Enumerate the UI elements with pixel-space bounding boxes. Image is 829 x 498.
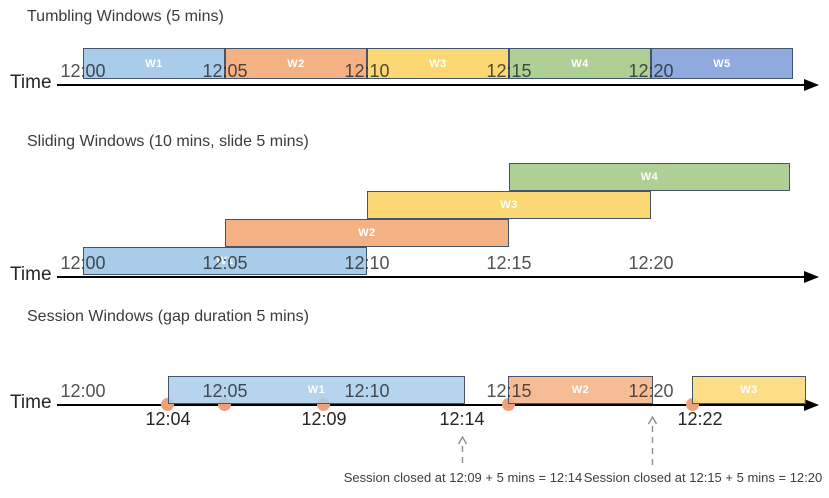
window-label: W1 <box>307 384 326 396</box>
session-close-annotation-2: Session closed at 12:15 + 5 mins = 12:20 <box>583 470 823 485</box>
session-time-axis <box>57 404 805 406</box>
bar-fill <box>226 220 508 246</box>
window-label: W3 <box>740 384 758 396</box>
tumbling-tick-1220: 12:20 <box>628 61 674 81</box>
window-label: W2 <box>287 57 305 70</box>
session-close-arrow-2-icon <box>647 415 658 467</box>
tumbling-tick-1210: 12:10 <box>344 61 390 81</box>
tumbling-window-bar-w3: W3 <box>367 48 509 79</box>
window-label: W3 <box>429 57 447 70</box>
window-label: W2 <box>571 384 590 396</box>
tumbling-time-axis-label: Time <box>10 72 52 93</box>
session-tick-1200: 12:00 <box>60 381 106 401</box>
session-tick-1220: 12:20 <box>628 381 674 401</box>
window-label: W4 <box>571 57 589 70</box>
session-window-bar-w1: W1 <box>168 376 465 404</box>
bar-fill <box>510 164 789 190</box>
session-axis-arrowhead-icon <box>804 399 819 411</box>
tumbling-window-bar-w4: W4 <box>509 48 651 79</box>
tumbling-tick-1215: 12:15 <box>486 61 532 81</box>
bar-fill <box>693 377 805 403</box>
tumbling-window-bar-w1: W1 <box>83 48 225 79</box>
sliding-tick-1200: 12:00 <box>60 253 106 273</box>
sliding-window-bar-w2: W2 <box>225 219 509 247</box>
sliding-window-bar-w1: W1 <box>83 247 367 275</box>
session-section-title: Session Windows (gap duration 5 mins) <box>27 308 309 325</box>
window-label: W2 <box>358 227 376 239</box>
sliding-time-axis-label: Time <box>10 264 52 285</box>
sliding-section-title: Sliding Windows (10 mins, slide 5 mins) <box>27 133 309 150</box>
sliding-tick-1220: 12:20 <box>628 253 674 273</box>
tumbling-axis-arrowhead-icon <box>804 79 819 91</box>
tumbling-tick-1200: 12:00 <box>60 61 106 81</box>
sliding-tick-1215: 12:15 <box>486 253 532 273</box>
event-time-label-1222: 12:22 <box>677 409 723 429</box>
bar-fill <box>368 192 650 218</box>
session-window-bar-w2: W2 <box>508 376 653 404</box>
sliding-window-bar-w4: W4 <box>509 163 790 191</box>
window-label: W3 <box>500 199 518 211</box>
bar-fill <box>84 49 224 78</box>
session-tick-1215: 12:15 <box>486 381 532 401</box>
tumbling-tick-1205: 12:05 <box>202 61 248 81</box>
tumbling-window-bar-w5: W5 <box>651 48 793 79</box>
session-window-bar-w3: W3 <box>692 376 806 404</box>
session-tick-1205: 12:05 <box>202 381 248 401</box>
window-label: W1 <box>216 255 234 267</box>
event-time-label-1209: 12:09 <box>301 409 347 429</box>
window-label: W4 <box>640 171 659 183</box>
session-close-arrow-1-icon <box>457 435 468 467</box>
sliding-window-bar-w3: W3 <box>367 191 651 219</box>
bar-fill <box>226 49 366 78</box>
tumbling-window-bar-w2: W2 <box>225 48 367 79</box>
bar-fill <box>169 377 464 403</box>
bar-fill <box>84 248 366 274</box>
bar-fill <box>510 49 650 78</box>
event-time-label-1214: 12:14 <box>439 409 485 429</box>
sliding-tick-1205: 12:05 <box>202 253 248 273</box>
session-tick-1210: 12:10 <box>344 381 390 401</box>
session-close-annotation-1: Session closed at 12:09 + 5 mins = 12:14 <box>343 470 583 485</box>
event-time-label-1204: 12:04 <box>145 409 191 429</box>
window-label: W5 <box>713 57 731 70</box>
bar-fill <box>509 377 652 403</box>
window-label: W1 <box>145 57 163 70</box>
sliding-time-axis <box>57 276 805 278</box>
bar-fill <box>368 49 508 78</box>
sliding-tick-1210: 12:10 <box>344 253 390 273</box>
session-time-axis-label: Time <box>10 392 52 413</box>
bar-fill <box>652 49 792 78</box>
sliding-axis-arrowhead-icon <box>804 271 819 283</box>
tumbling-time-axis <box>57 84 805 86</box>
tumbling-section-title: Tumbling Windows (5 mins) <box>27 8 224 25</box>
